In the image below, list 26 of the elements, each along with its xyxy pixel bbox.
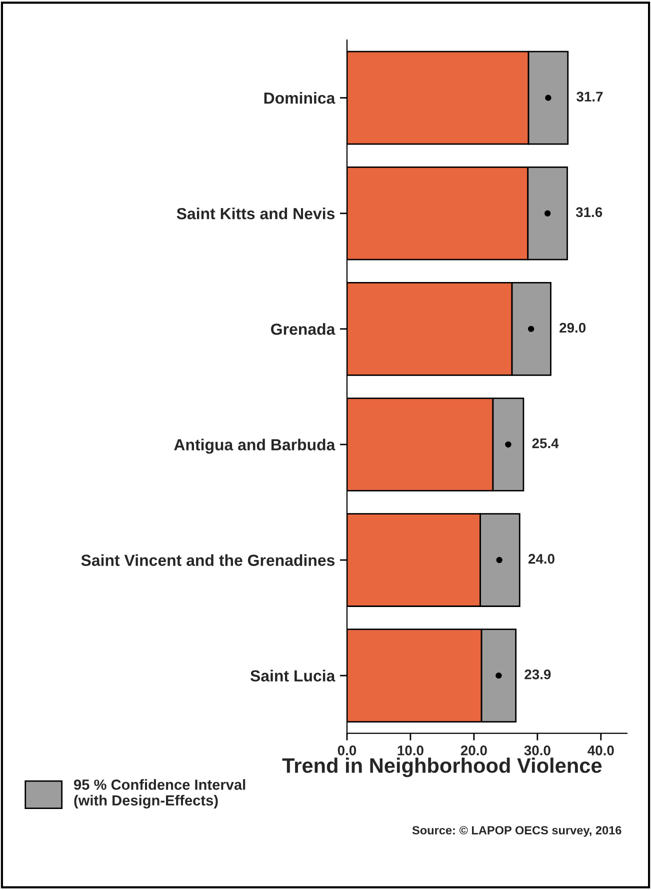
data-label: 31.7 (576, 92, 603, 102)
data-label: 25.4 (532, 438, 559, 448)
y-tick-label: Grenada (271, 323, 336, 335)
y-tick-label: Saint Vincent and the Grenadines (81, 554, 335, 566)
data-label: 24.0 (528, 554, 554, 564)
x-tick-label: 20.0 (460, 746, 487, 756)
x-tick-label: 0.0 (338, 746, 356, 756)
y-tick-label: Saint Kitts and Nevis (176, 208, 335, 220)
point (505, 441, 512, 448)
data-label: 29.0 (560, 322, 586, 333)
data-label: 23.9 (524, 669, 551, 680)
source-note: Source: © LAPOP OECS survey, 2016 (412, 826, 622, 837)
y-tick-label: Antigua and Barbuda (174, 438, 336, 454)
y-tick-label: Saint Lucia (250, 670, 336, 682)
x-tick-label: 10.0 (398, 746, 424, 756)
data-label: 31.6 (576, 207, 602, 218)
x-axis-title: Trend in Neighborhood Violence (282, 758, 602, 778)
x-tick-label: 40.0 (588, 746, 614, 756)
point (528, 326, 534, 332)
y-tick-label: Dominica (264, 92, 336, 104)
point (496, 672, 502, 679)
point (545, 94, 552, 101)
legend-label: 95 % Confidence Interval (with Design-Effects) (74, 779, 246, 809)
x-tick-label: 30.0 (524, 746, 550, 756)
point (544, 210, 551, 216)
point (496, 556, 502, 564)
